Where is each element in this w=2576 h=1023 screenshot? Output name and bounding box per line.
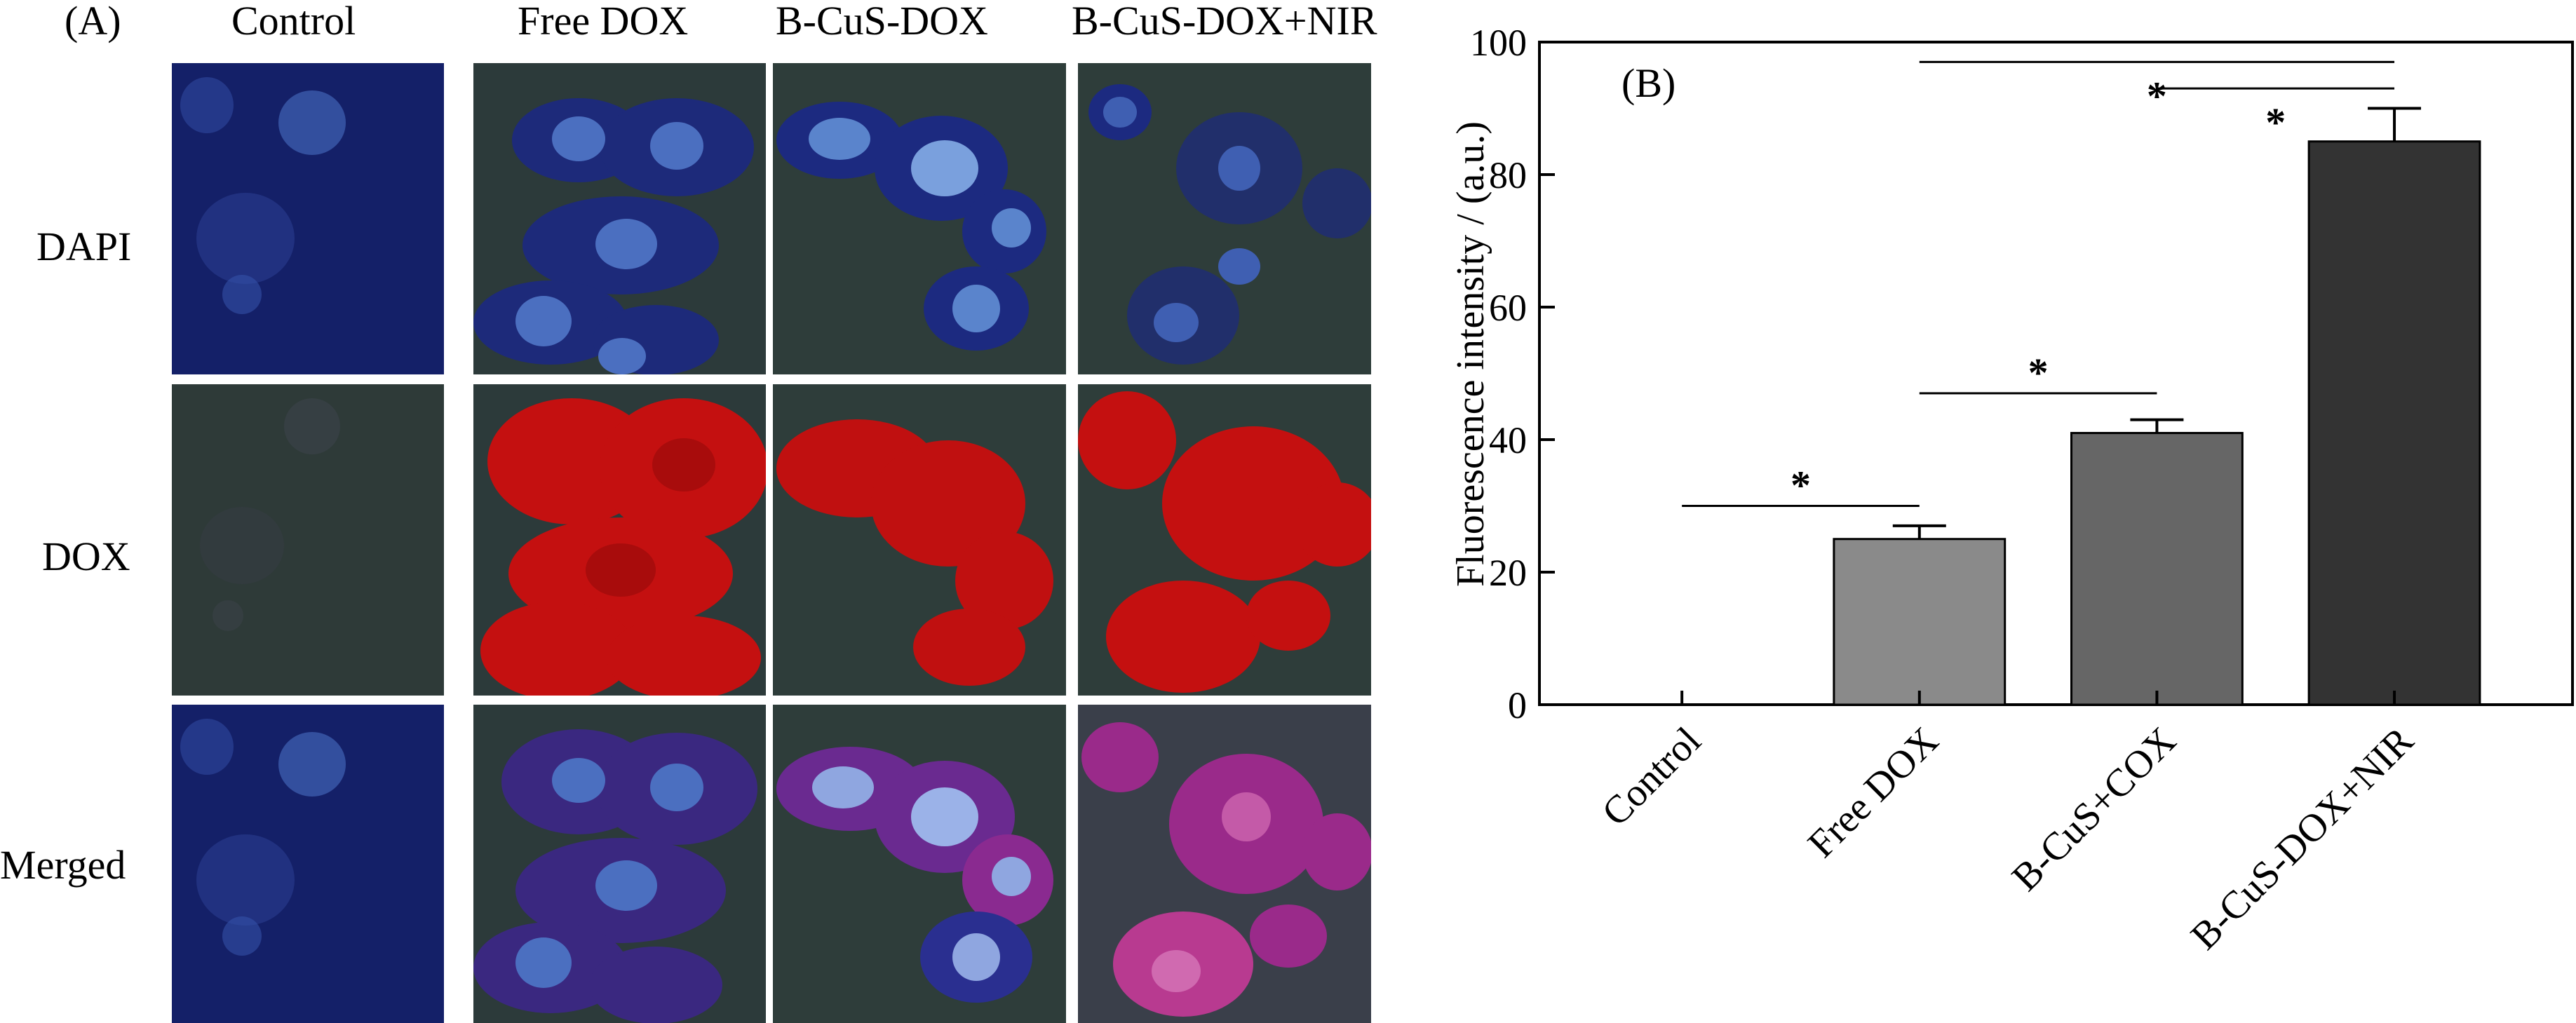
micrograph-merged-b-cus-dox-nir bbox=[1078, 705, 1371, 1023]
x-tick-label: Free DOX bbox=[1800, 719, 1947, 866]
row-label-dox: DOX bbox=[42, 534, 130, 579]
micrograph-merged-b-cus-dox bbox=[773, 705, 1066, 1023]
y-tick-label: 100 bbox=[1470, 22, 1527, 64]
significance-label: * bbox=[2147, 73, 2167, 118]
column-label-control: Control bbox=[231, 0, 356, 43]
column-label-free-dox: Free DOX bbox=[518, 0, 689, 43]
y-tick-label: 0 bbox=[1508, 684, 1527, 726]
micrograph-dapi-b-cus-dox-nir bbox=[1078, 63, 1371, 374]
x-tick-label: Control bbox=[1594, 719, 1710, 834]
y-tick-label: 20 bbox=[1489, 552, 1527, 594]
significance-label: * bbox=[2265, 100, 2286, 145]
significance-label: * bbox=[1791, 463, 1811, 508]
chart-panel-label: (B) bbox=[1621, 60, 1675, 106]
micrograph-dapi-b-cus-dox bbox=[773, 63, 1066, 374]
y-axis-label: Fluorescence intensity / (a.u.) bbox=[1449, 121, 1492, 587]
x-tick-label: B-CuS+COX bbox=[2004, 719, 2185, 900]
bar-3 bbox=[2307, 140, 2481, 706]
row-label-merged: Merged bbox=[0, 842, 126, 888]
plot-frame bbox=[1538, 41, 2574, 706]
micrograph-merged-control bbox=[172, 705, 444, 1023]
significance-label: * bbox=[2028, 350, 2049, 395]
micrograph-dapi-control bbox=[172, 63, 444, 374]
bar-chart: (B) Fluorescence intensity / (a.u.) 0 20 4… bbox=[1449, 22, 2574, 958]
bar-1 bbox=[1833, 538, 2007, 706]
micrograph-dox-free-dox bbox=[473, 384, 766, 696]
panel-a-micrographs: (A) Control Free DOX B-CuS-DOX B-CuS-DOX… bbox=[0, 0, 1377, 1023]
column-label-b-cus-dox-nir: B-CuS-DOX+NIR bbox=[1072, 0, 1377, 43]
panel-a-label: (A) bbox=[65, 0, 121, 43]
micrograph-dox-b-cus-dox bbox=[773, 384, 1066, 696]
micrograph-dox-control bbox=[172, 384, 444, 696]
micrograph-merged-free-dox bbox=[473, 705, 766, 1023]
bar-2 bbox=[2070, 432, 2244, 706]
column-label-b-cus-dox: B-CuS-DOX bbox=[776, 0, 988, 43]
x-tick-label: B-CuS-DOX+NIR bbox=[2183, 719, 2422, 958]
micrograph-dapi-free-dox bbox=[473, 63, 766, 374]
micrograph-dox-b-cus-dox-nir bbox=[1078, 384, 1371, 696]
row-label-dapi: DAPI bbox=[36, 224, 132, 269]
y-tick-label: 80 bbox=[1489, 154, 1527, 196]
y-tick-label: 40 bbox=[1489, 419, 1527, 461]
y-tick-label: 60 bbox=[1489, 287, 1527, 329]
